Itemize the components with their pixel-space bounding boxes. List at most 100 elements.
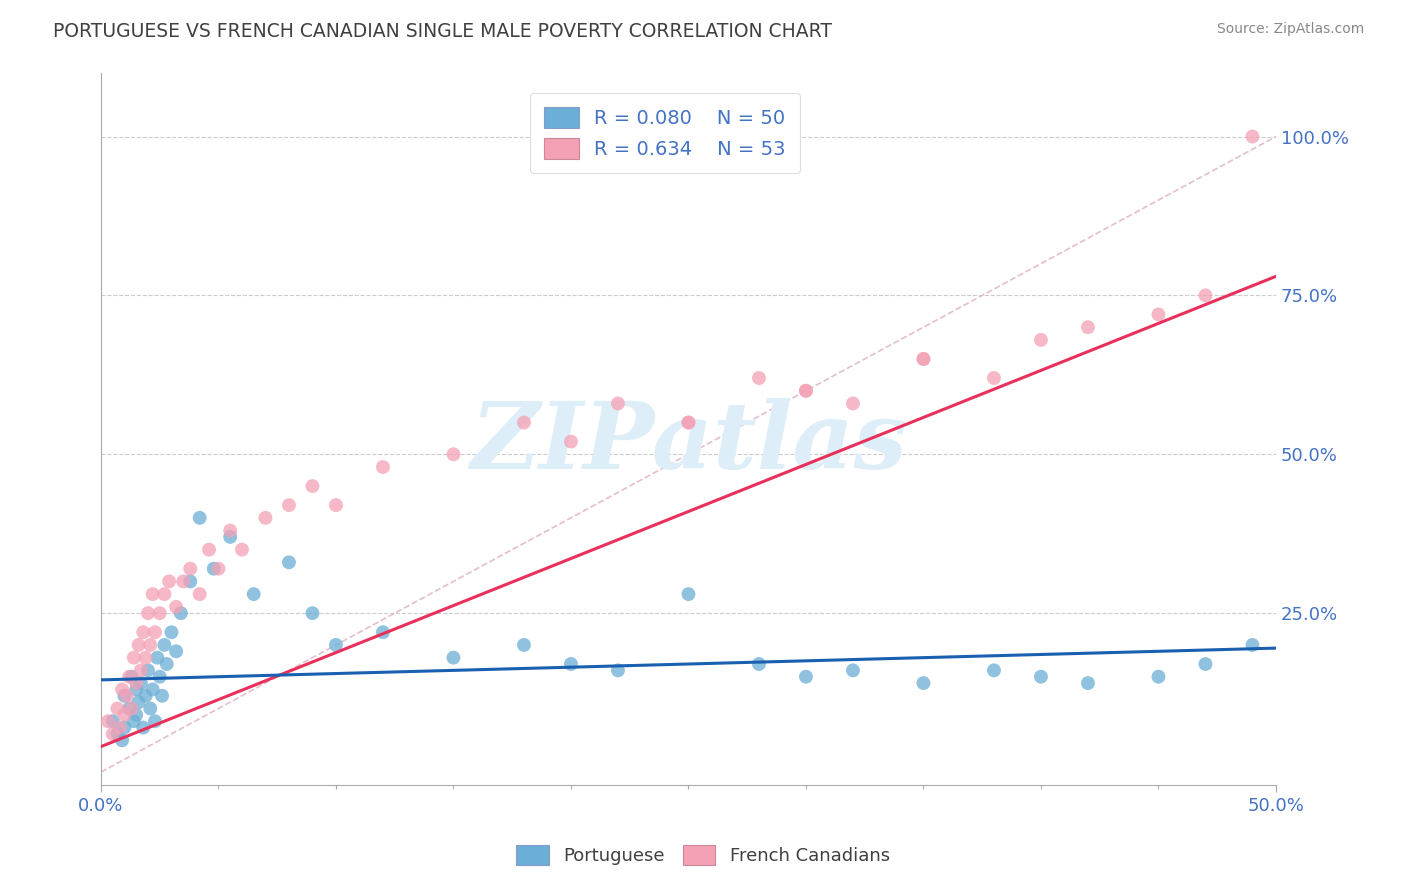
Point [97,714,120,729]
Point [794,384,817,398]
Point [125,707,148,722]
Point [443,650,465,665]
Point [912,351,935,366]
Point [1241,129,1264,144]
Point [1029,333,1052,347]
Point [136,664,159,678]
Point [1077,320,1099,334]
Point [231,542,253,557]
Point [207,562,229,576]
Point [132,721,155,735]
Point [513,638,536,652]
Point [139,701,162,715]
Point [983,664,1005,678]
Point [136,606,159,620]
Point [242,587,264,601]
Point [125,676,148,690]
Point [188,511,211,525]
Point [101,727,124,741]
Point [114,689,136,703]
Text: PORTUGUESE VS FRENCH CANADIAN SINGLE MALE POVERTY CORRELATION CHART: PORTUGUESE VS FRENCH CANADIAN SINGLE MAL… [53,22,832,41]
Point [118,701,141,715]
Point [325,638,347,652]
Point [135,650,157,665]
Point [128,695,150,709]
Point [371,460,394,475]
Point [115,689,138,703]
Point [794,384,817,398]
Point [157,574,180,589]
Point [794,670,817,684]
Point [165,599,187,614]
Point [1147,308,1170,322]
Point [983,371,1005,385]
Point [129,664,152,678]
Point [607,664,630,678]
Point [443,447,465,461]
Point [1077,676,1099,690]
Point [135,689,157,703]
Point [149,670,172,684]
Point [325,498,347,512]
Point [121,670,143,684]
Point [301,606,323,620]
Point [219,524,242,538]
Point [121,701,143,715]
Point [111,682,134,697]
Point [748,657,770,671]
Point [143,714,166,729]
Point [278,555,301,569]
Point [254,511,277,525]
Point [607,396,630,410]
Point [129,676,152,690]
Point [179,574,201,589]
Point [118,670,141,684]
Point [1241,638,1264,652]
Point [172,574,194,589]
Point [1147,670,1170,684]
Point [153,587,176,601]
Point [107,701,129,715]
Point [149,606,172,620]
Point [150,689,173,703]
Point [1194,288,1216,302]
Point [179,562,201,576]
Point [560,434,582,449]
Text: Source: ZipAtlas.com: Source: ZipAtlas.com [1216,22,1364,37]
Legend: R = 0.080    N = 50, R = 0.634    N = 53: R = 0.080 N = 50, R = 0.634 N = 53 [530,94,800,173]
Point [165,644,187,658]
Point [912,351,935,366]
Point [678,587,700,601]
Point [513,416,536,430]
Point [101,714,124,729]
Point [842,664,865,678]
Point [188,587,211,601]
Point [139,638,162,652]
Point [371,625,394,640]
Point [678,416,700,430]
Point [142,682,165,697]
Point [114,721,136,735]
Point [748,371,770,385]
Point [146,650,169,665]
Point [122,714,145,729]
Point [678,416,700,430]
Point [143,625,166,640]
Legend: Portuguese, French Canadians: Portuguese, French Canadians [509,838,897,872]
Point [912,676,935,690]
Point [219,530,242,544]
Point [114,707,136,722]
Point [108,721,131,735]
Point [122,650,145,665]
Point [301,479,323,493]
Point [202,562,225,576]
Point [142,587,165,601]
Point [128,638,150,652]
Point [153,638,176,652]
Point [560,657,582,671]
Point [107,727,129,741]
Point [198,542,221,557]
Text: ZIPatlas: ZIPatlas [470,398,907,488]
Point [125,682,148,697]
Point [160,625,183,640]
